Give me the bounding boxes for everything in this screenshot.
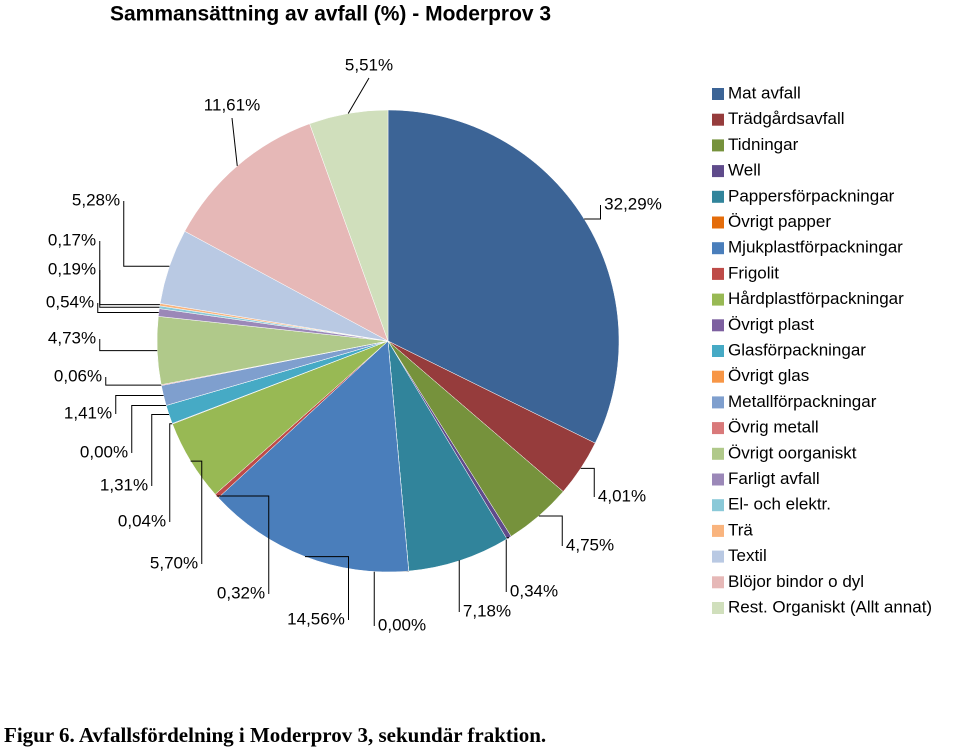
- leader-line: [97, 303, 159, 313]
- legend-label: Mjukplastförpackningar: [728, 238, 903, 257]
- leader-line: [190, 460, 203, 564]
- legend-label: Trädgårdsavfall: [728, 109, 845, 128]
- leader-line: [304, 556, 349, 620]
- legend-swatch: [712, 113, 724, 126]
- leader-line: [99, 270, 160, 308]
- legend-swatch: [712, 370, 724, 383]
- leader-line: [105, 377, 162, 386]
- data-label: 4,73%: [48, 328, 96, 347]
- data-label: 14,56%: [287, 609, 345, 628]
- legend-swatch: [712, 447, 724, 460]
- legend-swatch: [712, 396, 724, 409]
- leader-line: [99, 241, 160, 306]
- legend-label: Farligt avfall: [728, 469, 820, 488]
- leader-line: [123, 201, 170, 267]
- leader-line: [216, 495, 270, 594]
- chart-title: Sammansättning av avfall (%) - Moderprov…: [110, 3, 551, 26]
- legend-label: Well: [728, 161, 761, 180]
- legend-swatch: [712, 473, 724, 486]
- data-label: 0,54%: [46, 292, 94, 311]
- legend-label: Textil: [728, 546, 767, 565]
- legend-swatch: [712, 499, 724, 512]
- legend-swatch: [712, 88, 724, 100]
- legend-label: Hårdplastförpackningar: [728, 289, 904, 308]
- caption: Figur 6. Avfallsfördelning i Moderprov 3…: [4, 723, 546, 747]
- data-label: 32,29%: [604, 194, 662, 213]
- legend-label: Övrigt plast: [728, 315, 814, 334]
- legend-label: Övrigt oorganiskt: [728, 443, 857, 462]
- leader-line: [505, 537, 510, 592]
- legend-swatch: [712, 576, 724, 589]
- legend-label: Blöjor bindor o dyl: [728, 572, 864, 591]
- leader-line: [347, 77, 370, 114]
- legend-swatch: [712, 602, 724, 614]
- leader-line: [538, 515, 563, 546]
- legend-label: Frigolit: [728, 263, 779, 282]
- legend-label: Övrigt papper: [728, 212, 831, 231]
- data-label: 5,51%: [345, 55, 393, 74]
- legend-swatch: [712, 422, 724, 435]
- leader-line: [169, 423, 173, 522]
- data-label: 4,75%: [566, 535, 614, 554]
- legend-label: Metallförpackningar: [728, 392, 877, 411]
- data-label: 0,19%: [48, 259, 96, 278]
- data-label: 5,28%: [72, 190, 120, 209]
- data-label: 1,31%: [100, 475, 148, 494]
- legend-label: Glasförpackningar: [728, 340, 866, 359]
- data-label: 4,01%: [598, 486, 646, 505]
- legend-swatch: [712, 293, 724, 306]
- pie-slice: [184, 123, 389, 342]
- legend-swatch: [712, 242, 724, 255]
- pie-slice: [387, 109, 620, 444]
- data-label: 0,34%: [510, 581, 558, 600]
- data-label: 0,00%: [378, 615, 426, 634]
- legend-label: Övrigt glas: [728, 366, 809, 385]
- data-label: 5,70%: [150, 553, 198, 572]
- data-label: 7,18%: [463, 601, 511, 620]
- legend-label: Trä: [728, 520, 753, 539]
- leader-line: [131, 404, 167, 453]
- legend-swatch: [712, 267, 724, 280]
- legend-swatch: [712, 165, 724, 178]
- leader-line: [580, 467, 595, 497]
- legend-label: Pappersförpackningar: [728, 186, 895, 205]
- data-label: 0,06%: [54, 366, 102, 385]
- leader-line: [99, 339, 158, 352]
- legend-swatch: [712, 345, 724, 357]
- data-label: 11,61%: [204, 95, 260, 114]
- legend-label: Mat avfall: [728, 83, 801, 102]
- leader-line: [115, 395, 164, 414]
- legend-label: Övrig metall: [728, 418, 819, 437]
- legend-label: Tidningar: [728, 135, 799, 154]
- legend-swatch: [712, 319, 724, 332]
- leader-line: [151, 414, 170, 486]
- legend-swatch: [712, 550, 724, 563]
- legend-swatch: [712, 216, 724, 229]
- data-label: 0,32%: [217, 583, 265, 602]
- leader-line: [584, 205, 601, 220]
- legend-label: Rest. Organiskt (Allt annat): [728, 597, 932, 616]
- pie-slice: [309, 109, 389, 342]
- leader-line: [231, 117, 238, 167]
- data-label: 0,04%: [118, 511, 166, 530]
- legend-swatch: [712, 139, 724, 152]
- data-label: 0,00%: [80, 442, 128, 461]
- legend-swatch: [712, 190, 724, 203]
- legend-swatch: [712, 524, 724, 537]
- data-label: 0,17%: [48, 230, 96, 249]
- legend-label: El- och elektr.: [728, 495, 831, 514]
- data-label: 1,41%: [64, 403, 112, 422]
